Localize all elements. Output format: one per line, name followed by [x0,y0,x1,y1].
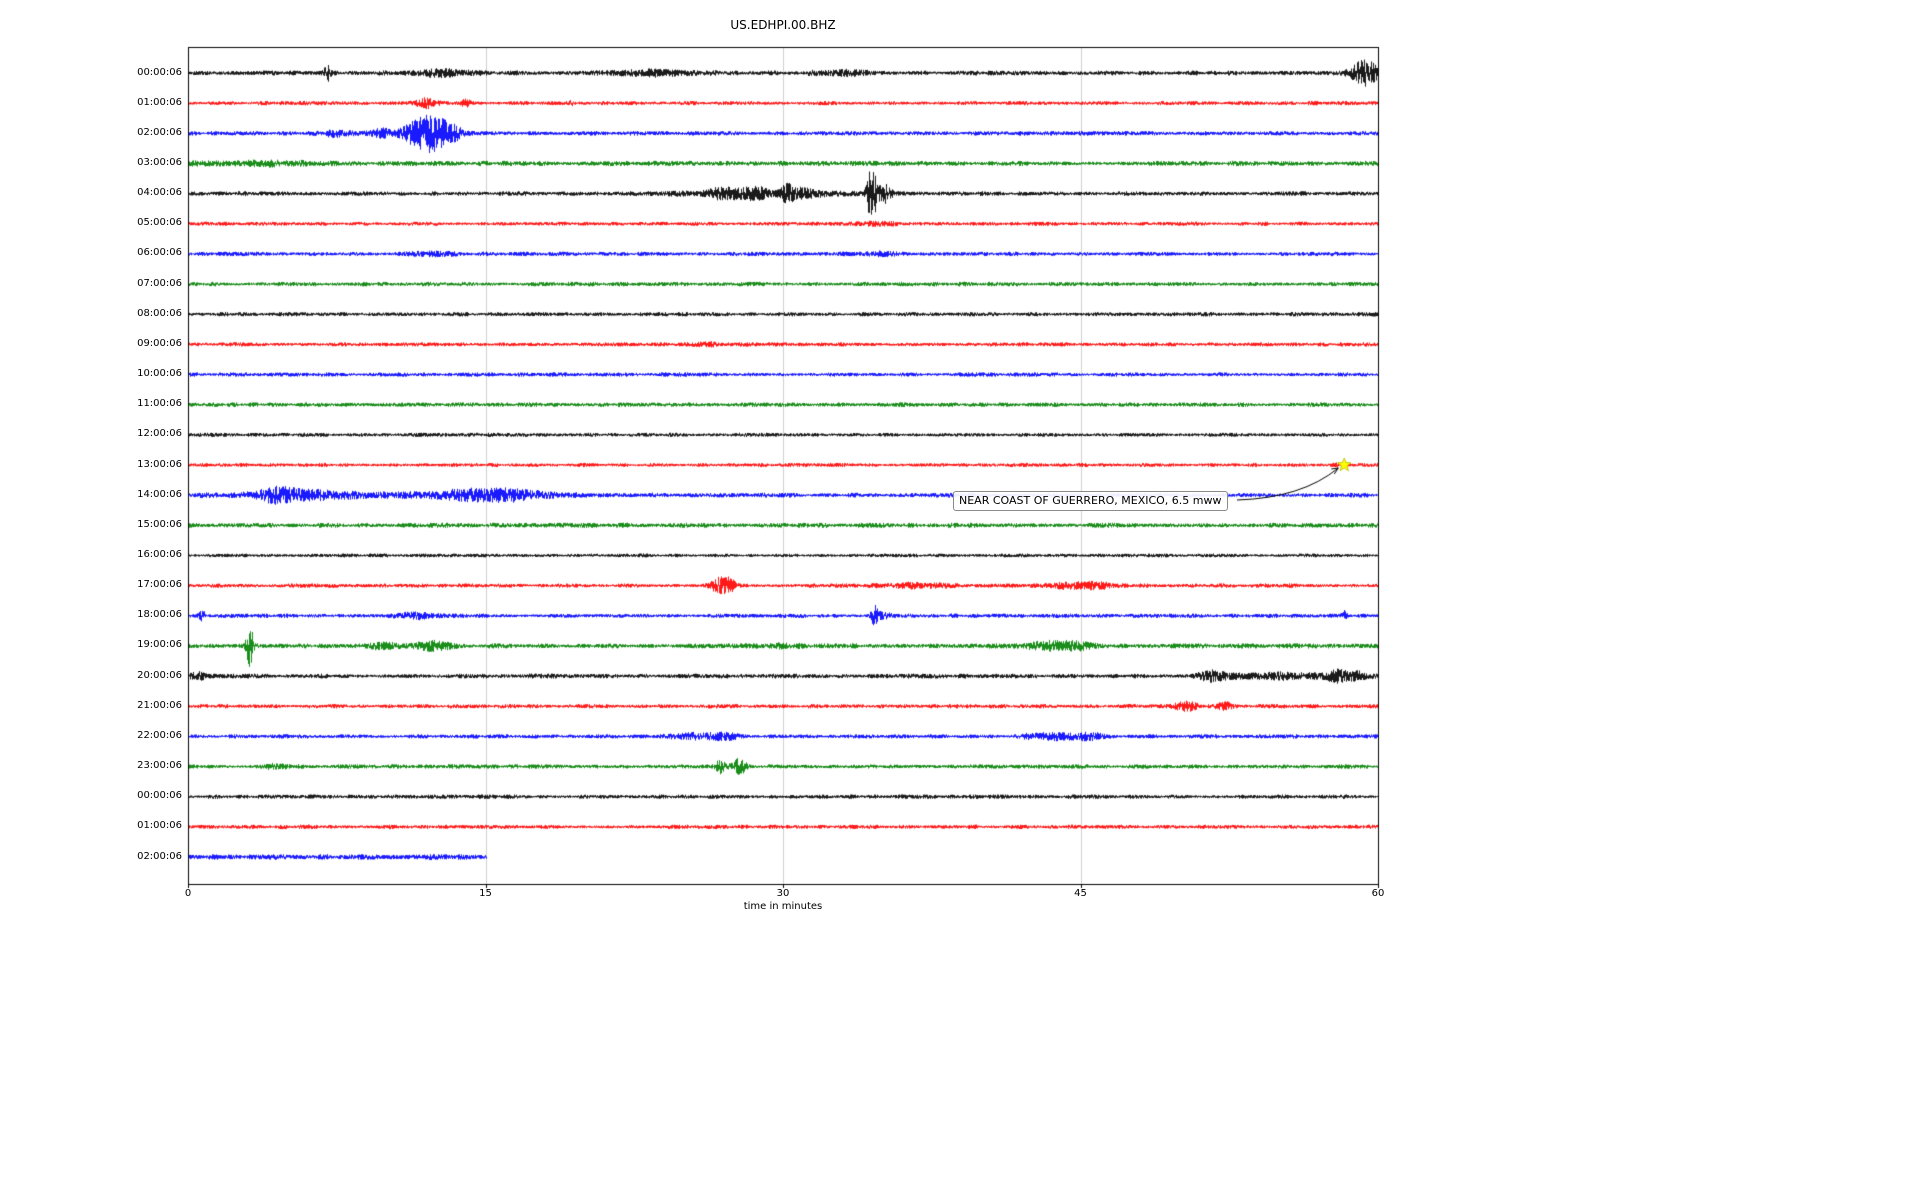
row-label: 02:00:06 [137,126,182,138]
row-label: 13:00:06 [137,458,182,470]
row-label: 10:00:06 [137,368,182,380]
row-label: 12:00:06 [137,428,182,440]
row-label: 02:00:06 [137,850,182,862]
row-label: 00:00:06 [137,66,182,78]
event-annotation: NEAR COAST OF GUERRERO, MEXICO, 6.5 mww [953,491,1228,511]
row-label: 23:00:06 [137,760,182,772]
row-label: 08:00:06 [137,307,182,319]
x-tick-label: 45 [1074,888,1087,899]
row-label: 04:00:06 [137,187,182,199]
x-axis-label: time in minutes [743,901,823,912]
row-label: 20:00:06 [137,669,182,681]
row-label: 09:00:06 [137,337,182,349]
row-label: 05:00:06 [137,217,182,229]
x-tick-label: 30 [776,888,790,899]
x-tick-label: 15 [479,888,492,899]
row-label: 06:00:06 [137,247,182,259]
row-label: 14:00:06 [137,488,182,500]
row-label: 18:00:06 [137,609,182,621]
row-label: 00:00:06 [137,790,182,802]
row-label: 22:00:06 [137,729,182,741]
row-label: 01:00:06 [137,96,182,108]
row-label: 07:00:06 [137,277,182,289]
row-label: 11:00:06 [137,398,182,410]
row-label: 15:00:06 [137,518,182,530]
chart-title: US.EDHPI.00.BHZ [730,18,836,32]
row-label: 01:00:06 [137,820,182,832]
x-tick-label: 60 [1371,888,1385,899]
row-label: 21:00:06 [137,699,182,711]
x-tick-label: 0 [184,888,192,899]
row-label: 17:00:06 [137,579,182,591]
row-label: 19:00:06 [137,639,182,651]
row-label: 03:00:06 [137,156,182,168]
row-label: 16:00:06 [137,548,182,560]
